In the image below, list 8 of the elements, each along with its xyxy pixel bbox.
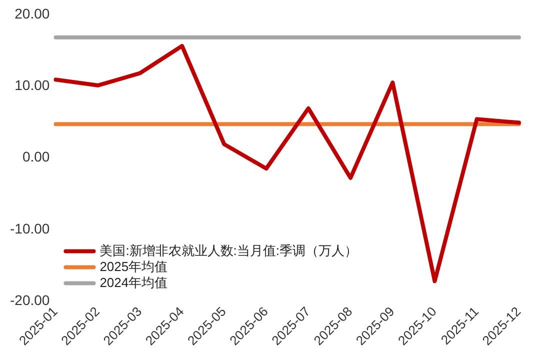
y-tick-label: 10.00 bbox=[14, 76, 50, 93]
legend-label: 2024年均值 bbox=[100, 274, 168, 290]
y-tick-label: -10.00 bbox=[10, 220, 50, 236]
legend-label: 2025年均值 bbox=[100, 258, 168, 274]
y-tick-label: 20.00 bbox=[14, 5, 50, 22]
legend-label: 美国:新增非农就业人数:当月值:季调（万人） bbox=[100, 242, 358, 258]
y-tick-label: 0.00 bbox=[22, 148, 50, 165]
y-tick-label: -20.00 bbox=[10, 292, 50, 308]
